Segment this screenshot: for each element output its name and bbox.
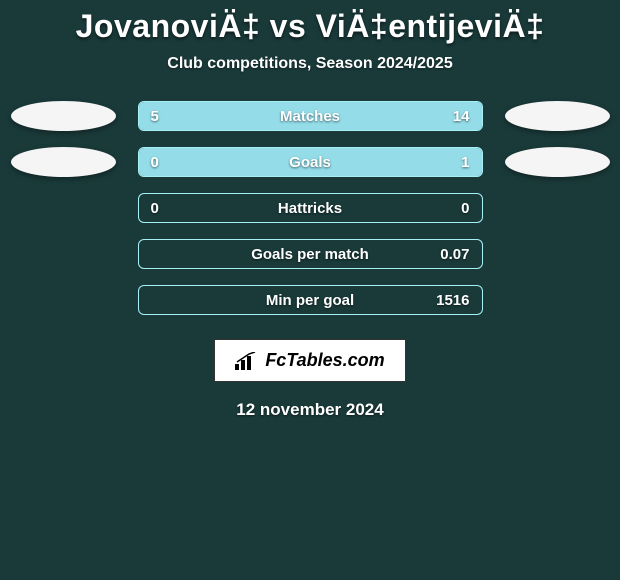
stat-row: Min per goal 1516	[0, 285, 620, 315]
date-label: 12 november 2024	[0, 400, 620, 420]
logo: FcTables.com	[235, 350, 384, 371]
stat-row: 0 Hattricks 0	[0, 193, 620, 223]
stat-label: Matches	[280, 102, 340, 131]
stat-bar: Goals per match 0.07	[138, 239, 483, 269]
stat-right-value: 1	[461, 148, 469, 177]
chart-icon	[235, 352, 257, 370]
stat-right-value: 0	[461, 194, 469, 223]
stat-bar: 5 Matches 14	[138, 101, 483, 131]
stat-right-value: 1516	[436, 286, 469, 315]
stat-label: Min per goal	[266, 286, 354, 315]
logo-text: FcTables.com	[265, 350, 384, 371]
stat-left-value: 0	[151, 148, 159, 177]
stat-row: 5 Matches 14	[0, 101, 620, 131]
stat-left-value: 0	[151, 194, 159, 223]
stat-row: 0 Goals 1	[0, 147, 620, 177]
player-right-avatar	[505, 147, 610, 177]
stat-right-value: 0.07	[440, 240, 469, 269]
player-right-avatar	[505, 101, 610, 131]
player-left-avatar	[11, 147, 116, 177]
stat-row: Goals per match 0.07	[0, 239, 620, 269]
stat-label: Goals per match	[251, 240, 369, 269]
logo-box: FcTables.com	[214, 339, 405, 382]
stat-bar: Min per goal 1516	[138, 285, 483, 315]
stat-bar: 0 Hattricks 0	[138, 193, 483, 223]
stat-bar: 0 Goals 1	[138, 147, 483, 177]
stat-label: Hattricks	[278, 194, 342, 223]
stat-bar-right-fill	[228, 102, 482, 130]
stat-label: Goals	[289, 148, 331, 177]
stat-right-value: 14	[453, 102, 470, 131]
page-title: JovanoviÄ‡ vs ViÄ‡entijeviÄ‡	[0, 8, 620, 45]
subtitle: Club competitions, Season 2024/2025	[0, 55, 620, 73]
player-left-avatar	[11, 101, 116, 131]
stat-rows: 5 Matches 14 0 Goals 1 0 Hattricks 0 Goals per ma…	[0, 101, 620, 315]
stat-left-value: 5	[151, 102, 159, 131]
comparison-infographic: JovanoviÄ‡ vs ViÄ‡entijeviÄ‡ Club compet…	[0, 0, 620, 420]
